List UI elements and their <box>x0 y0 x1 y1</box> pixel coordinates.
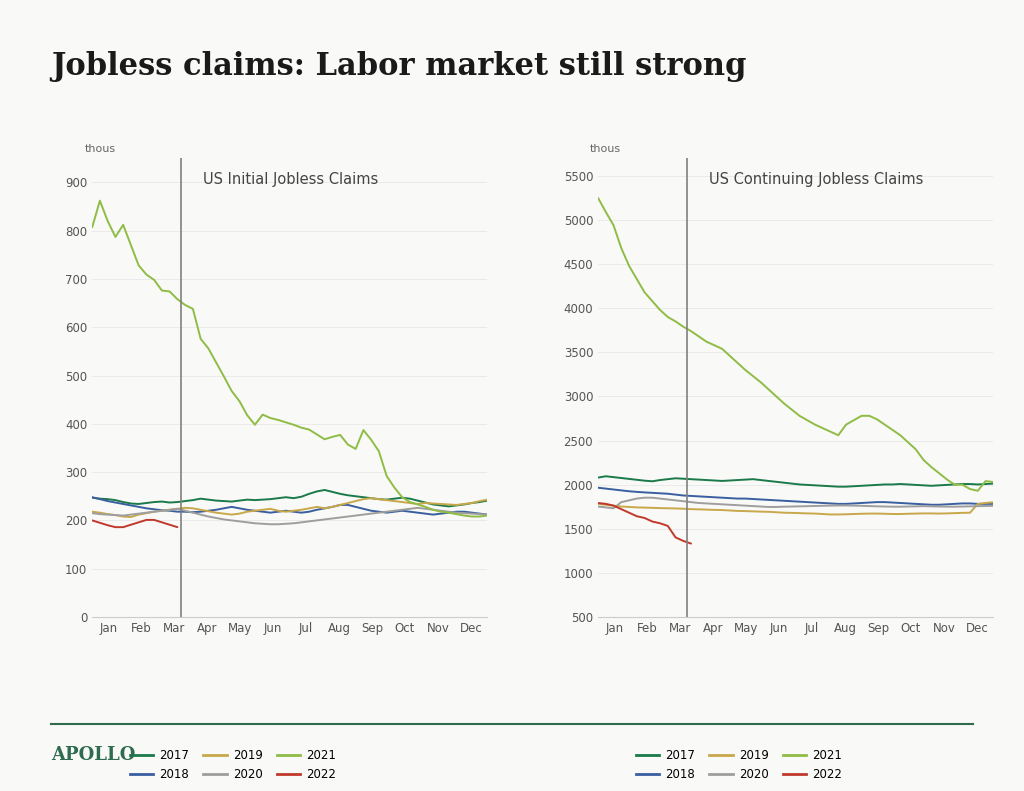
Legend: 2017, 2018, 2019, 2020, 2021, 2022: 2017, 2018, 2019, 2020, 2021, 2022 <box>130 749 336 781</box>
Text: Jobless claims: Labor market still strong: Jobless claims: Labor market still stron… <box>51 51 746 82</box>
Text: US Continuing Jobless Claims: US Continuing Jobless Claims <box>709 172 923 187</box>
Text: APOLLO: APOLLO <box>51 747 135 764</box>
Legend: 2017, 2018, 2019, 2020, 2021, 2022: 2017, 2018, 2019, 2020, 2021, 2022 <box>636 749 842 781</box>
Text: thous: thous <box>590 144 622 153</box>
Text: US Initial Jobless Claims: US Initial Jobless Claims <box>203 172 378 187</box>
Text: thous: thous <box>84 144 116 153</box>
